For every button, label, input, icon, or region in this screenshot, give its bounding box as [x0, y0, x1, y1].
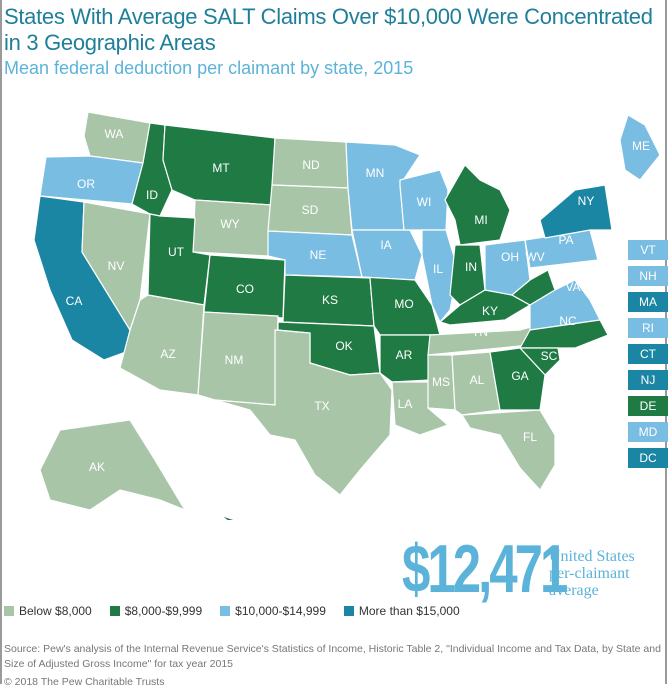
state-ny: [539, 184, 613, 239]
state-label-wy: WY: [220, 217, 239, 231]
state-label-id: ID: [146, 188, 158, 202]
state-label-hi: HI: [246, 513, 258, 520]
state-label-ia: IA: [380, 238, 391, 252]
source-note: Source: Pew's analysis of the Internal R…: [4, 643, 661, 670]
state-label-il: IL: [433, 262, 443, 276]
legend-item: $8,000-$9,999: [109, 604, 203, 618]
legend-item: Below $8,000: [4, 604, 92, 618]
state-label-sd: SD: [302, 203, 319, 217]
chart-subtitle: Mean federal deduction per claimant by s…: [4, 58, 414, 78]
state-il: [421, 229, 459, 324]
legend-swatch: [343, 606, 354, 616]
state-label-az: AZ: [160, 347, 175, 361]
legend-label: $10,000-$14,999: [235, 604, 326, 618]
legend-label: More than $15,000: [358, 604, 460, 618]
state-label-tn: TN: [472, 325, 488, 339]
state-label-oh: OH: [501, 250, 519, 264]
state-label-pa: PA: [558, 233, 573, 247]
small-state-nh: NH: [628, 266, 668, 286]
state-label-wv: WV: [525, 250, 544, 264]
small-state-dc: DC: [628, 448, 668, 468]
state-mi: [444, 164, 511, 246]
state-label-ga: GA: [511, 369, 528, 383]
state-fl: [460, 409, 556, 492]
state-label-mt: MT: [212, 161, 230, 175]
state-al: [451, 351, 501, 416]
legend-label: $8,000-$9,999: [124, 604, 203, 618]
state-tx: [214, 329, 393, 496]
copyright: © 2018 The Pew Charitable Trusts: [4, 676, 165, 688]
small-state-vt: VT: [628, 240, 668, 260]
state-label-ny: NY: [578, 194, 595, 208]
legend-item: More than $15,000: [343, 604, 460, 618]
state-label-in: IN: [465, 260, 477, 274]
us-average-label-line2: per-claimant: [549, 565, 630, 582]
legend-swatch: [4, 606, 14, 616]
state-label-nm: NM: [225, 353, 244, 367]
state-label-ne: NE: [310, 248, 327, 262]
us-average-label: United States per-claimant average: [549, 548, 635, 599]
state-nc: [518, 319, 609, 349]
state-label-co: CO: [236, 282, 254, 296]
legend-swatch: [109, 606, 120, 616]
state-label-sc: SC: [541, 349, 558, 363]
legend-label: Below $8,000: [19, 604, 92, 618]
state-label-ky: KY: [482, 304, 498, 318]
small-state-nj: NJ: [628, 370, 668, 390]
state-ia: [351, 229, 423, 281]
state-label-ut: UT: [168, 245, 185, 259]
small-state-ma: MA: [628, 292, 668, 312]
state-label-nc: NC: [559, 314, 577, 328]
chart-title: States With Average SALT Claims Over $10…: [4, 4, 653, 55]
us-state-map: WA OR CA NV ID MT WY UT AZ CO NM ND SD NE KS OK TX MN IA MO…: [33, 111, 661, 520]
small-state-md: MD: [628, 422, 668, 442]
state-label-tx: TX: [314, 399, 329, 413]
state-ak: [39, 419, 187, 512]
state-label-ak: AK: [89, 460, 105, 474]
state-label-ms: MS: [432, 375, 450, 389]
state-label-nv: NV: [108, 259, 125, 273]
state-label-me: ME: [632, 139, 650, 153]
state-label-mo: MO: [394, 297, 413, 311]
us-average-label-line1: United States: [549, 548, 635, 565]
state-label-ok: OK: [335, 339, 352, 353]
state-label-la: LA: [398, 397, 413, 411]
state-ga: [489, 347, 546, 411]
map-legend: Below $8,000 $8,000-$9,999 $10,000-$14,999…: [4, 604, 460, 618]
state-label-wi: WI: [417, 195, 432, 209]
state-label-al: AL: [470, 373, 485, 387]
small-state-de: DE: [628, 396, 668, 416]
state-label-ca: CA: [66, 294, 83, 308]
us-average-value: $12,471: [402, 531, 568, 607]
state-label-or: OR: [77, 177, 95, 191]
state-label-wa: WA: [105, 127, 124, 141]
us-average-label-line3: average: [549, 582, 599, 599]
legend-swatch: [220, 606, 231, 616]
state-label-nd: ND: [302, 158, 320, 172]
state-label-fl: FL: [523, 430, 537, 444]
state-ar: [379, 334, 437, 383]
small-state-ri: RI: [628, 318, 668, 338]
legend-item: $10,000-$14,999: [220, 604, 326, 618]
state-me: [619, 114, 661, 181]
state-hi: [219, 514, 237, 520]
state-label-ks: KS: [322, 293, 338, 307]
state-label-va: VA: [565, 280, 580, 294]
state-label-mi: MI: [474, 213, 487, 227]
state-label-mn: MN: [366, 166, 385, 180]
small-state-ct: CT: [628, 344, 668, 364]
state-label-ar: AR: [396, 348, 413, 362]
